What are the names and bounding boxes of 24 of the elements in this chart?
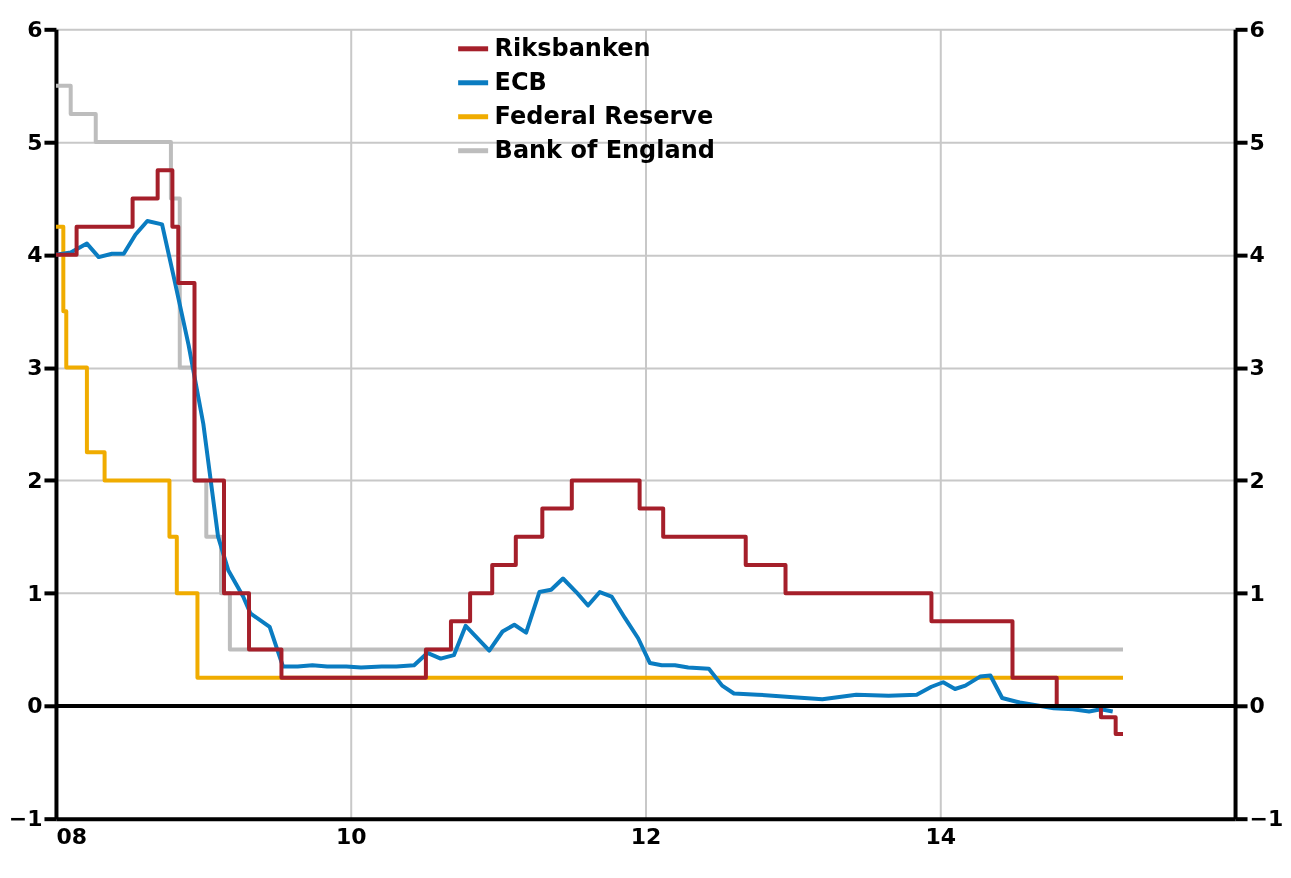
legend-label: Bank of England xyxy=(494,135,715,164)
y-tick-label: 5 xyxy=(27,129,43,155)
y2-tick-label: 2 xyxy=(1249,467,1265,493)
y-tick-label: 0 xyxy=(27,693,43,719)
y-tick-label: 4 xyxy=(27,242,43,268)
legend-label: Federal Reserve xyxy=(494,101,714,130)
x-tick-label: 08 xyxy=(56,824,88,850)
x-tick-label: 14 xyxy=(925,824,957,850)
y2-tick-label: 1 xyxy=(1249,580,1265,606)
y2-tick-label: 0 xyxy=(1249,693,1265,719)
y2-tick-label: −1 xyxy=(1249,806,1284,832)
y-tick-label: −1 xyxy=(8,806,43,832)
y2-tick-label: 3 xyxy=(1249,355,1265,381)
y-tick-label: 3 xyxy=(27,355,43,381)
y2-tick-label: 4 xyxy=(1249,242,1265,268)
legend-label: ECB xyxy=(494,67,547,96)
y-tick-label: 1 xyxy=(27,580,43,606)
legend-label: Riksbanken xyxy=(494,33,651,62)
y-tick-label: 6 xyxy=(27,16,43,42)
x-tick-label: 10 xyxy=(335,824,367,850)
x-tick-label: 12 xyxy=(630,824,662,850)
y2-tick-label: 6 xyxy=(1249,16,1265,42)
y2-tick-label: 5 xyxy=(1249,129,1265,155)
y-tick-label: 2 xyxy=(27,467,43,493)
